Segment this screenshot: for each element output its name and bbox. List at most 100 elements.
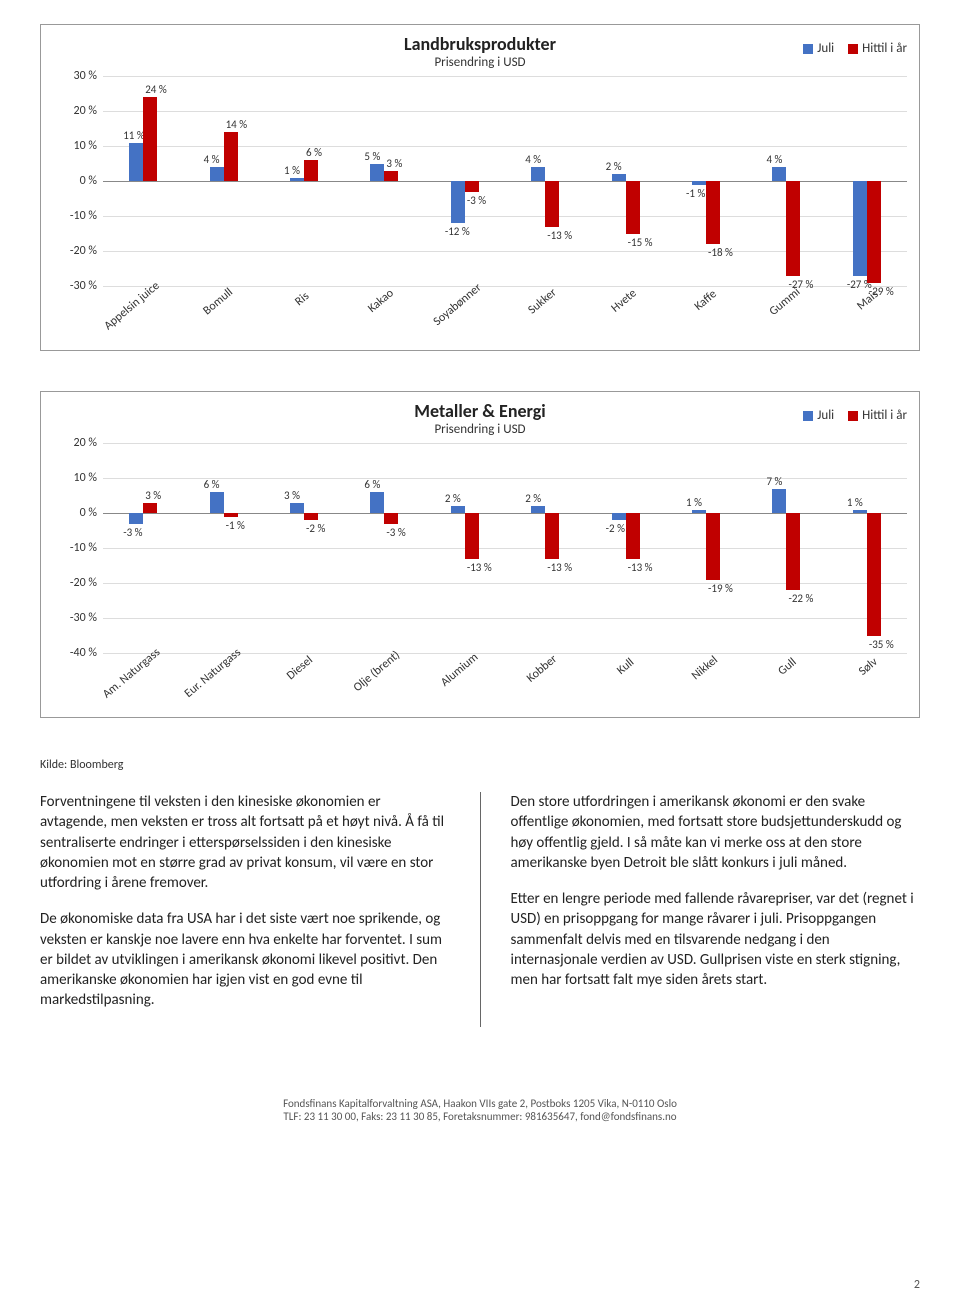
bar-juli bbox=[290, 178, 304, 182]
bar-label-juli: 2 % bbox=[606, 160, 622, 173]
bar-juli bbox=[531, 506, 545, 513]
legend-ytd: Hittil i år bbox=[848, 41, 907, 56]
page-footer: Fondsfinans Kapitalforvaltning ASA, Haak… bbox=[40, 1097, 920, 1123]
bar-ytd bbox=[786, 181, 800, 276]
x-axis-label: Alumium bbox=[438, 650, 481, 689]
x-axis-label: Sølv bbox=[856, 655, 880, 679]
x-axis-label: Sukker bbox=[525, 286, 559, 318]
bar-juli bbox=[531, 167, 545, 181]
bar-label-ytd: -13 % bbox=[547, 561, 572, 574]
y-axis: 20 %10 %0 %-10 %-20 %-30 %-40 % bbox=[53, 443, 103, 653]
bar-group: 3 % -2 % bbox=[264, 443, 344, 653]
bar-group: -2 % -13 % bbox=[585, 443, 665, 653]
body-columns: Forventningene til veksten i den kinesis… bbox=[40, 792, 920, 1027]
bar-label-juli: -2 % bbox=[606, 522, 625, 535]
legend-label-ytd: Hittil i år bbox=[862, 408, 907, 423]
bar-label-ytd: -13 % bbox=[628, 561, 653, 574]
x-axis-labels: Appelsin juiceBomullRisKakaoSoyabønnerSu… bbox=[97, 286, 907, 346]
bar-label-ytd: -35 % bbox=[869, 638, 894, 651]
bar-label-juli: 4 % bbox=[525, 153, 541, 166]
bar-label-ytd: -22 % bbox=[788, 592, 813, 605]
bar-ytd bbox=[545, 513, 559, 559]
bar-ytd bbox=[465, 181, 479, 192]
bar-juli bbox=[451, 181, 465, 223]
bar-group: 2 %-13 % bbox=[505, 443, 585, 653]
chart-legend: Juli Hittil i år bbox=[803, 41, 907, 56]
source-citation: Kilde: Bloomberg bbox=[40, 758, 920, 772]
bar-label-juli: 1 % bbox=[847, 496, 863, 509]
bar-ytd bbox=[867, 513, 881, 636]
bar-ytd bbox=[143, 97, 157, 181]
bar-group: 2 %-13 % bbox=[425, 443, 505, 653]
bar-label-juli: 7 % bbox=[766, 475, 782, 488]
bar-juli bbox=[692, 510, 706, 514]
bar-juli bbox=[612, 174, 626, 181]
bar-group: 1 % 6 % bbox=[264, 76, 344, 286]
bar-juli bbox=[370, 492, 384, 513]
chart-header: Juli Hittil i år Metaller & Energi Prise… bbox=[53, 400, 907, 437]
bar-label-ytd: -2 % bbox=[306, 522, 325, 535]
x-axis-label: Mais bbox=[854, 287, 881, 313]
bar-label-ytd: -1 % bbox=[226, 519, 245, 532]
bar-group: 2 %-15 % bbox=[585, 76, 665, 286]
legend-label-juli: Juli bbox=[817, 408, 834, 423]
bar-ytd bbox=[626, 181, 640, 234]
column-right: Den store utfordringen i amerikansk økon… bbox=[511, 792, 921, 1027]
bar-ytd bbox=[384, 513, 398, 524]
x-axis-label: Gull bbox=[775, 655, 799, 678]
bar-juli bbox=[772, 167, 786, 181]
x-axis-label: Kobber bbox=[524, 652, 560, 685]
bar-juli bbox=[210, 492, 224, 513]
bar-label-ytd: -19 % bbox=[708, 582, 733, 595]
bar-group: 6 % -3 % bbox=[344, 443, 424, 653]
footer-line: TLF: 23 11 30 00, Faks: 23 11 30 85, For… bbox=[40, 1110, 920, 1123]
chart-area: 20 %10 %0 %-10 %-20 %-30 %-40 % -3 % 3 % 6… bbox=[53, 443, 907, 653]
bar-juli bbox=[853, 181, 867, 276]
chart-header: Juli Hittil i år Landbruksprodukter Pris… bbox=[53, 33, 907, 70]
legend-label-juli: Juli bbox=[817, 41, 834, 56]
bar-ytd bbox=[143, 503, 157, 514]
bar-ytd bbox=[304, 513, 318, 520]
x-axis-label: Soyabønner bbox=[430, 281, 484, 329]
bar-label-juli: 1 % bbox=[284, 164, 300, 177]
bar-ytd bbox=[786, 513, 800, 590]
x-axis-label: Nikkel bbox=[689, 653, 721, 683]
x-axis-label: Eur. Naturgass bbox=[181, 646, 243, 701]
paragraph: De økonomiske data fra USA har i det sis… bbox=[40, 909, 450, 1010]
bar-group: 11 % 24 % bbox=[103, 76, 183, 286]
bar-ytd bbox=[706, 513, 720, 580]
bar-ytd bbox=[224, 513, 238, 517]
bar-label-ytd: 24 % bbox=[145, 83, 167, 96]
chart-subtitle: Prisendring i USD bbox=[53, 422, 907, 437]
bar-juli bbox=[772, 489, 786, 514]
chart-legend: Juli Hittil i år bbox=[803, 408, 907, 423]
y-axis: 30 %20 %10 %0 %-10 %-20 %-30 % bbox=[53, 76, 103, 286]
bar-label-juli: 3 % bbox=[284, 489, 300, 502]
bar-group: 1 % -35 % bbox=[827, 443, 907, 653]
bar-label-ytd: 6 % bbox=[306, 146, 322, 159]
column-left: Forventningene til veksten i den kinesis… bbox=[40, 792, 450, 1027]
bar-label-juli: -3 % bbox=[123, 526, 142, 539]
bar-group: 1 % -19 % bbox=[666, 443, 746, 653]
bar-group: 7 % -22 % bbox=[746, 443, 826, 653]
bar-label-juli: 11 % bbox=[123, 129, 145, 142]
x-axis-label: Hvete bbox=[608, 286, 639, 315]
x-axis-label: Appelsin juice bbox=[101, 279, 162, 333]
bar-label-juli: 1 % bbox=[686, 496, 702, 509]
bar-label-ytd: 14 % bbox=[226, 118, 248, 131]
bar-label-ytd: -3 % bbox=[386, 526, 405, 539]
chart-subtitle: Prisendring i USD bbox=[53, 55, 907, 70]
bar-label-ytd: -18 % bbox=[708, 246, 733, 259]
bar-juli bbox=[612, 513, 626, 520]
footer-line: Fondsfinans Kapitalforvaltning ASA, Haak… bbox=[40, 1097, 920, 1110]
bar-group: 6 %-1 % bbox=[183, 443, 263, 653]
bar-juli bbox=[129, 513, 143, 524]
bar-juli bbox=[210, 167, 224, 181]
paragraph: Etter en lengre periode med fallende råv… bbox=[511, 889, 921, 990]
bar-label-juli: 6 % bbox=[364, 478, 380, 491]
legend-swatch-ytd bbox=[848, 411, 858, 421]
x-axis-label: Gummi bbox=[766, 285, 802, 319]
bar-label-juli: 4 % bbox=[204, 153, 220, 166]
plot-area: 11 %24 %4 %14 %1 %6 %5 %3 %-12 %-3 %4 %-… bbox=[103, 76, 907, 286]
bar-label-juli: -12 % bbox=[445, 225, 470, 238]
